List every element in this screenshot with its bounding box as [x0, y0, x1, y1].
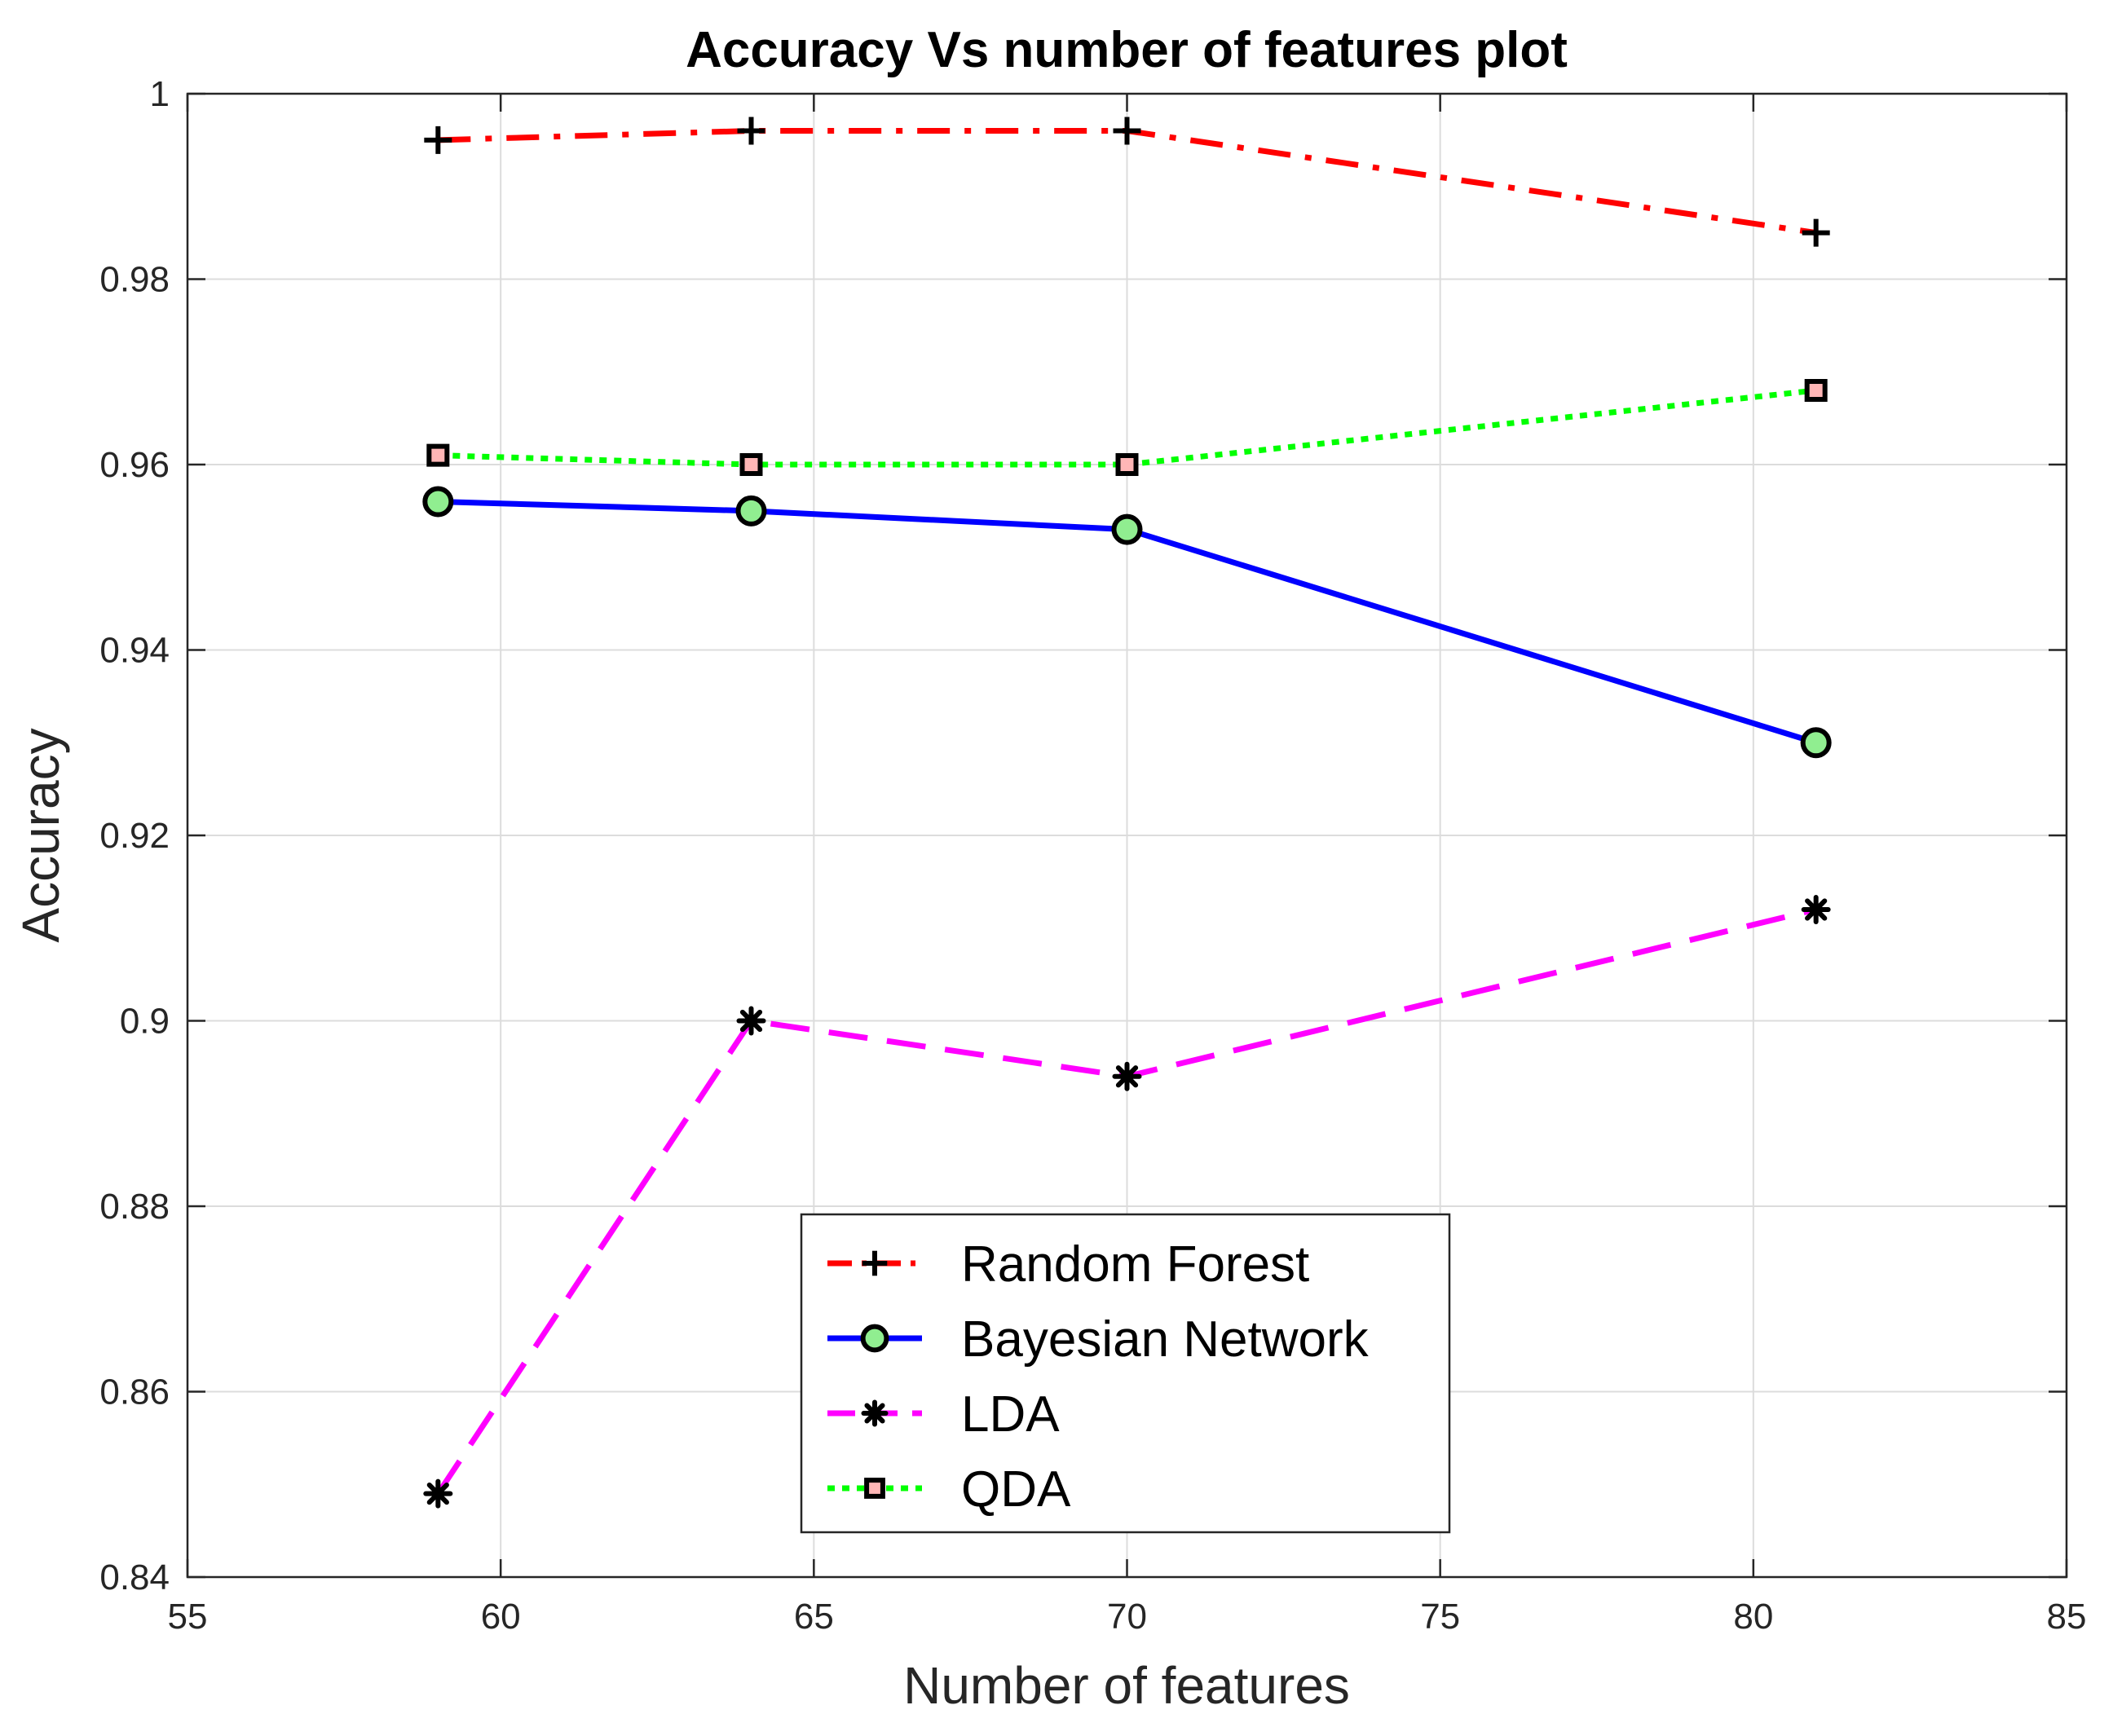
- y-tick-label: 0.88: [99, 1187, 170, 1227]
- x-tick-label: 80: [1733, 1597, 1773, 1637]
- data-point: [864, 1478, 885, 1499]
- series-line: [438, 499, 1817, 746]
- data-point: [1801, 895, 1831, 924]
- data-point: [422, 486, 454, 518]
- x-tick-label: 60: [481, 1597, 521, 1637]
- series-bayesian-network: [422, 486, 1832, 759]
- data-point: [735, 495, 767, 527]
- data-point: [737, 117, 765, 145]
- tick-layer: 55 60 65 70 75 80 85 0.84 0.86 0.88 0.9 0.92 0.94 0.9…: [99, 74, 2086, 1637]
- y-tick-label: 1: [150, 74, 170, 114]
- series-line: [438, 387, 1817, 468]
- series-line: [435, 906, 1817, 1496]
- x-tick-label: 85: [2047, 1597, 2087, 1637]
- data-point: [862, 1250, 888, 1276]
- data-point: [424, 126, 452, 154]
- data-point: [1802, 218, 1830, 247]
- data-point: [1115, 453, 1139, 476]
- y-axis-label: Accuracy: [11, 728, 70, 942]
- y-tick-label: 0.86: [99, 1372, 170, 1412]
- legend-label: LDA: [961, 1386, 1060, 1443]
- x-axis-label: Number of features: [903, 1656, 1350, 1715]
- legend-box: [800, 1213, 1451, 1534]
- series-line: [438, 128, 1817, 236]
- data-point: [861, 1399, 889, 1427]
- y-tick-label: 0.92: [99, 816, 170, 856]
- x-tick-label: 75: [1420, 1597, 1460, 1637]
- legend-item: LDA: [827, 1386, 1060, 1443]
- data-point: [860, 1324, 889, 1353]
- chart-title: Accuracy Vs number of features plot: [686, 22, 1568, 78]
- data-point: [1113, 117, 1141, 145]
- series-random-forest: [424, 117, 1830, 247]
- series-lda: [423, 895, 1831, 1509]
- y-tick-label: 0.9: [120, 1002, 170, 1042]
- data-point: [1111, 513, 1143, 545]
- legend-item: QDA: [827, 1461, 1071, 1518]
- x-tick-label: 70: [1107, 1597, 1147, 1637]
- data-point: [1112, 1061, 1142, 1091]
- y-tick-label: 0.98: [99, 260, 170, 300]
- legend-item: Bayesian Network: [827, 1311, 1370, 1368]
- legend-label: Random Forest: [961, 1236, 1309, 1293]
- data-point: [736, 1006, 766, 1036]
- data-point: [1800, 727, 1832, 759]
- y-tick-label: 0.96: [99, 445, 170, 485]
- x-tick-label: 55: [168, 1597, 208, 1637]
- y-tick-label: 0.94: [99, 631, 170, 671]
- y-tick-label: 0.84: [99, 1558, 170, 1597]
- series-layer: [422, 117, 1832, 1509]
- x-tick-label: 65: [794, 1597, 834, 1637]
- legend: Random Forest Bayesian Network LDA QDA: [800, 1213, 1451, 1534]
- data-point: [739, 453, 763, 476]
- legend-label: QDA: [961, 1461, 1071, 1518]
- data-point: [423, 1478, 453, 1509]
- legend-label: Bayesian Network: [961, 1311, 1370, 1368]
- data-point: [1804, 379, 1828, 402]
- data-point: [426, 443, 450, 467]
- series-qda: [426, 379, 1828, 476]
- legend-item: Random Forest: [827, 1236, 1309, 1293]
